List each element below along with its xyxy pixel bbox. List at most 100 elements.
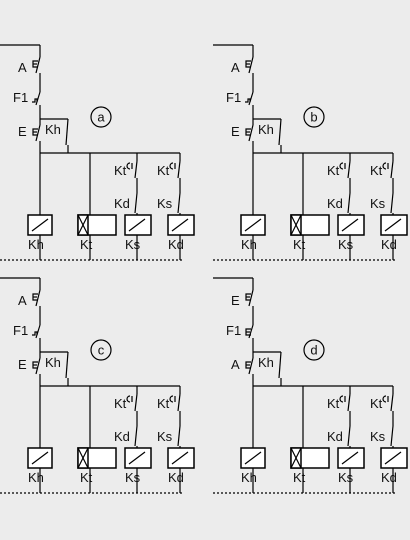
contact-blade [347,393,351,412]
switch-label-1: A [231,60,240,75]
coil-slash [384,218,402,232]
fuse-icon [245,98,251,103]
coil-label-2: Kt [293,237,306,252]
coil-label-2: Kt [80,470,93,485]
contact-blade [248,91,254,106]
contact-blade [35,324,41,339]
coil-label-2: Kt [80,237,93,252]
switch-label-1: A [18,60,27,75]
timer-contact-label: Kt [327,396,340,411]
timer-delay-icon [339,395,346,403]
contact-blade [134,160,138,179]
contact-blade [177,192,181,214]
timer-delay-icon [169,395,176,403]
contact-blade [35,56,41,74]
coil-ks [124,214,152,236]
switch-label-3: A [231,357,240,372]
switch-label-3: E [231,124,240,139]
contact-blade [390,192,394,214]
contact-blade [35,124,41,142]
relay-contact-label: Ks [157,196,173,211]
contact-blade [347,160,351,179]
contact-blade [177,160,181,179]
timer-delay-icon [382,395,389,403]
coil-label-4: Kd [381,470,397,485]
coil-label-3: Ks [125,237,141,252]
coil-label-2: Kt [293,470,306,485]
contact-blade [35,289,41,307]
coil-label-4: Kd [168,237,184,252]
circuit-panel-d: E F1 A Kh d Kt Kd Kt Ks Kh Kt Ks Kd [213,277,408,494]
hold-contact-label: Kh [45,355,61,370]
timer-delay-icon [382,162,389,170]
switch-label-2: F1 [13,90,28,105]
contact-blade [177,425,181,447]
coil-slash [31,451,49,465]
circuit-panel-c: A F1 E Kh c Kt Kd Kt Ks Kh Kt Ks Kd [0,277,195,494]
panel-label-circle [303,106,325,128]
relay-contact-label: Kd [327,429,343,444]
coil-label-1: Kh [28,237,44,252]
contact-blade [248,56,254,74]
panel-letter: c [98,343,105,358]
timer-contact-label: Kt [114,396,127,411]
contact-blade [134,425,138,447]
contact-blade [134,393,138,412]
timer-delay-icon [126,395,133,403]
timer-contact-label: Kt [114,163,127,178]
timer-delay-icon [339,162,346,170]
coil-slash [244,451,262,465]
coil-slash [341,218,359,232]
contact-blade [278,118,282,146]
coil-slash [244,218,262,232]
contact-blade [347,192,351,214]
coil-kd [167,214,195,236]
coil-label-3: Ks [125,470,141,485]
contact-blade [248,289,254,307]
coil-slash [31,218,49,232]
switch-label-1: E [231,293,240,308]
relay-contact-label: Ks [370,429,386,444]
timer-contact-label: Kt [370,396,383,411]
fuse-icon [32,331,38,336]
coil-slash [128,451,146,465]
contact-blade [65,351,69,379]
switch-label-2: F1 [226,323,241,338]
panel-letter: a [97,110,105,125]
contact-blade [278,351,282,379]
contact-blade [248,124,254,142]
hold-contact-label: Kh [45,122,61,137]
contact-blade [390,393,394,412]
timer-contact-label: Kt [157,396,170,411]
timer-cross [290,447,302,469]
contact-blade [65,118,69,146]
coil-slash [341,451,359,465]
contact-blade [35,91,41,106]
relay-contact-label: Kd [114,429,130,444]
coil-slash [128,218,146,232]
hold-contact-label: Kh [258,355,274,370]
coil-label-4: Kd [381,237,397,252]
timer-contact-label: Kt [327,163,340,178]
coil-label-1: Kh [241,470,257,485]
contact-blade [390,425,394,447]
coil-ks [337,214,365,236]
relay-contact-label: Ks [370,196,386,211]
timer-delay-icon [126,162,133,170]
timer-contact-label: Kt [370,163,383,178]
relay-contact-label: Ks [157,429,173,444]
switch-label-3: E [18,124,27,139]
coil-label-3: Ks [338,237,354,252]
contact-blade [248,324,254,339]
panel-letter: b [310,110,317,125]
coil-kd [380,214,408,236]
switch-label-2: F1 [13,323,28,338]
coil-label-4: Kd [168,470,184,485]
contact-blade [177,393,181,412]
panel-letter: d [310,343,317,358]
switch-label-1: A [18,293,27,308]
relay-contact-label: Kd [114,196,130,211]
timer-cross [77,447,89,469]
coil-label-1: Kh [28,470,44,485]
panel-label-circle [90,106,112,128]
